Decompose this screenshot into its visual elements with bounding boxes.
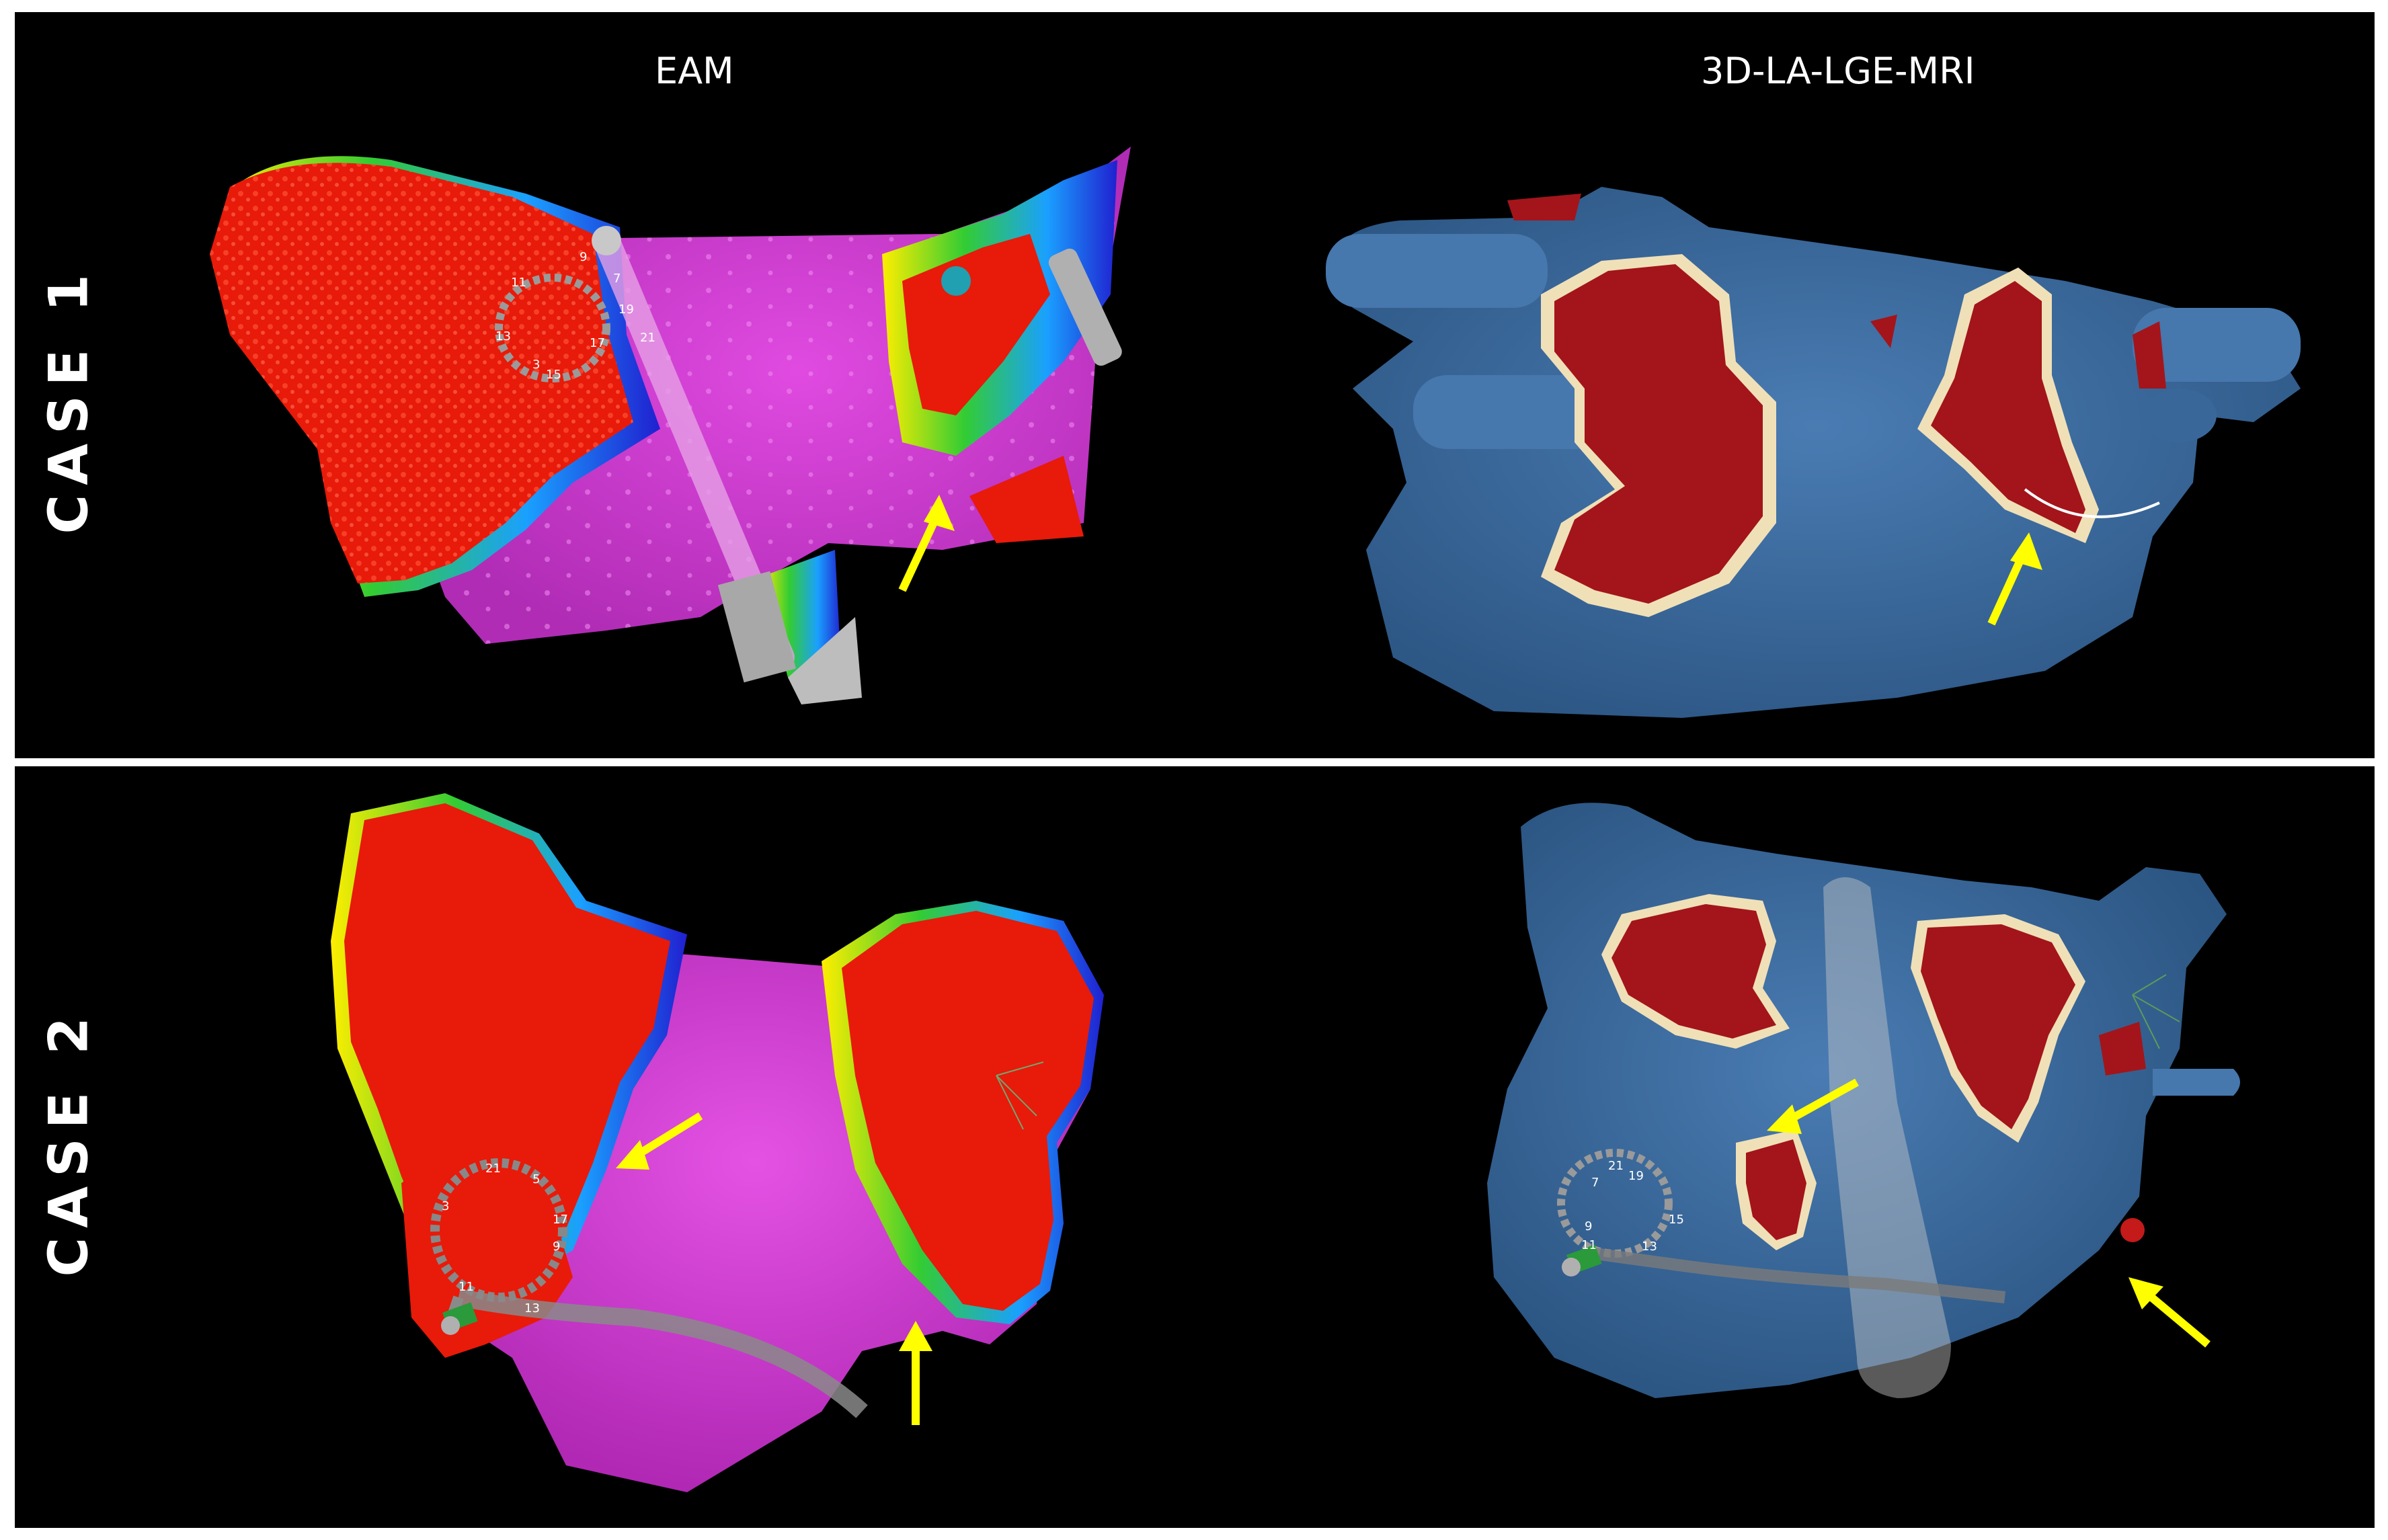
case-2-renderings: 21 5 3 17 9 11 13 bbox=[331, 793, 2240, 1492]
case-2-eam-arrow-upper bbox=[616, 1112, 703, 1170]
case-2-eam-arrow-lower bbox=[899, 1321, 932, 1425]
case-1-mri-model bbox=[1326, 187, 2301, 718]
case-2-mri-arrow-upper bbox=[1767, 1078, 1859, 1134]
svg-text:5: 5 bbox=[532, 1172, 540, 1186]
svg-text:3: 3 bbox=[442, 1199, 449, 1213]
case-1-renderings: 9 7 11 19 13 17 3 15 21 bbox=[210, 147, 2301, 718]
case-2-eam-map: 21 5 3 17 9 11 13 bbox=[331, 793, 1104, 1492]
svg-text:19: 19 bbox=[619, 302, 634, 317]
case-2-label: CASE 2 bbox=[37, 1008, 100, 1277]
svg-text:13: 13 bbox=[1642, 1240, 1657, 1254]
svg-text:11: 11 bbox=[511, 276, 526, 290]
case-2-mri-model: 21 19 7 9 11 13 15 bbox=[1487, 803, 2240, 1398]
svg-text:7: 7 bbox=[1591, 1176, 1599, 1190]
case-1-eam-map: 9 7 11 19 13 17 3 15 21 bbox=[210, 147, 1131, 704]
case-2-row: 21 5 3 17 9 11 13 bbox=[15, 766, 2375, 1528]
svg-text:17: 17 bbox=[590, 336, 605, 350]
svg-text:15: 15 bbox=[1669, 1213, 1684, 1227]
svg-text:13: 13 bbox=[524, 1301, 540, 1315]
figure: 9 7 11 19 13 17 3 15 21 bbox=[15, 12, 2375, 1528]
case-1-row: 9 7 11 19 13 17 3 15 21 bbox=[15, 12, 2375, 758]
svg-text:11: 11 bbox=[459, 1280, 474, 1294]
column-header-mri: 3D-LA-LGE-MRI bbox=[1701, 50, 1975, 92]
svg-text:11: 11 bbox=[1581, 1238, 1597, 1252]
svg-text:21: 21 bbox=[485, 1162, 501, 1176]
case-1-eam-arrow bbox=[898, 495, 955, 592]
svg-text:15: 15 bbox=[546, 368, 561, 382]
case-1-label: CASE 1 bbox=[37, 265, 100, 534]
svg-text:9: 9 bbox=[553, 1240, 560, 1254]
svg-text:7: 7 bbox=[613, 272, 621, 286]
svg-text:3: 3 bbox=[532, 358, 540, 372]
svg-text:9: 9 bbox=[580, 250, 587, 264]
svg-text:21: 21 bbox=[1608, 1159, 1624, 1173]
case-1-mri-arrow bbox=[1987, 532, 2042, 626]
svg-text:21: 21 bbox=[640, 331, 655, 345]
svg-text:19: 19 bbox=[1628, 1169, 1644, 1183]
row-divider bbox=[15, 758, 2375, 766]
svg-text:17: 17 bbox=[553, 1213, 568, 1227]
column-header-eam: EAM bbox=[655, 50, 734, 92]
case-2-mri-arrow-lower bbox=[2128, 1277, 2211, 1348]
svg-text:9: 9 bbox=[1585, 1219, 1592, 1233]
svg-text:13: 13 bbox=[495, 329, 511, 343]
